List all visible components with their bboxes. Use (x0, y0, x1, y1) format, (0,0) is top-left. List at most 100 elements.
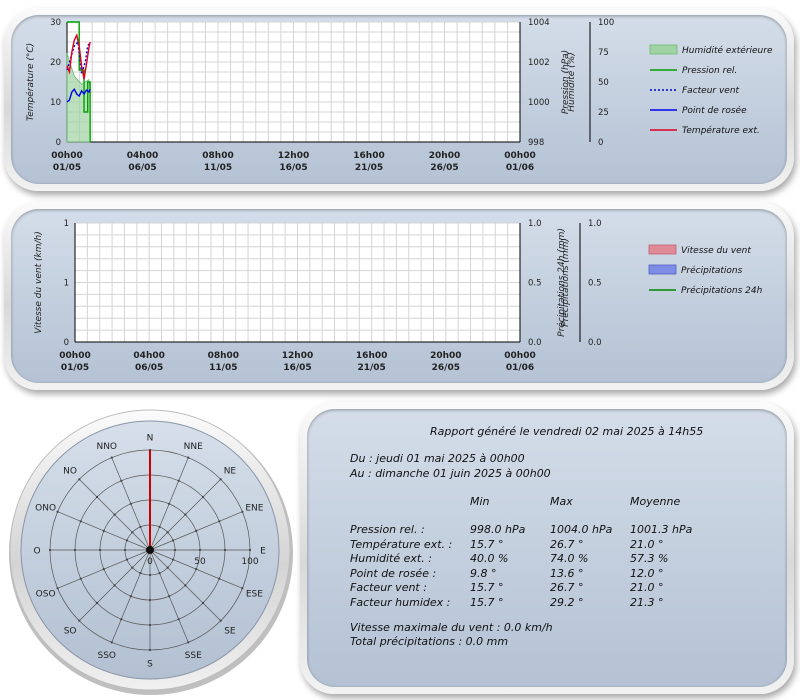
rose-dot (131, 566, 134, 569)
rose-direction-label: NO (63, 467, 77, 477)
rose-dot (98, 548, 102, 552)
report-header-avg: Moyenne (630, 495, 681, 508)
report-cell-min: 40.0 % (470, 552, 509, 565)
report-cell-max: 74.0 % (550, 552, 589, 565)
rose-dot (125, 558, 129, 561)
rose-dot (110, 641, 113, 644)
rose-dot (218, 577, 221, 580)
rose-direction-label: ONO (35, 503, 56, 513)
rose-dot (171, 539, 175, 542)
rose-dot (171, 558, 175, 561)
rose-direction-label: N (147, 434, 154, 444)
rose-dot (95, 601, 99, 605)
rose-direction-label: NNO (96, 442, 117, 452)
report-cell-label: Facteur humidex : (350, 595, 451, 609)
report-cell-avg: 12.0 ° (630, 566, 664, 580)
rose-direction-label: ENE (245, 503, 263, 513)
rose-ring (124, 524, 176, 576)
report-cell-label: Température ext. : (350, 537, 453, 551)
rose-radial-tick-label: 0 (147, 557, 153, 567)
rose-dot (148, 573, 152, 577)
rose-dot (187, 456, 190, 459)
rose-direction-label: SSO (97, 651, 116, 661)
rose-radial-tick-label: 100 (241, 557, 258, 567)
rose-direction-label: O (33, 547, 40, 557)
rose-dot (78, 619, 81, 622)
report-cell-avg: 21.3 ° (630, 595, 664, 609)
rose-dot (56, 510, 59, 513)
report-cell-label: Pression rel. : (350, 523, 425, 536)
rose-dot (195, 529, 198, 532)
wind-rain-panel (4, 202, 794, 390)
rose-spoke (149, 549, 189, 643)
rose-dot (79, 520, 82, 523)
report-cell-avg: 21.0 ° (630, 537, 664, 551)
rose-dot (48, 548, 52, 552)
rose-dot (120, 618, 123, 621)
report-cell-avg: 21.0 ° (630, 581, 664, 594)
rose-spoke (57, 549, 151, 589)
rose-dot (248, 548, 252, 552)
report-cell-max: 13.6 ° (550, 566, 584, 580)
rose-dot (129, 502, 132, 505)
rose-dot (148, 523, 152, 527)
rose-dot (123, 548, 127, 552)
rose-direction-label: NNE (184, 442, 203, 452)
rose-dot (173, 548, 177, 552)
report-cell-max: 26.7 ° (550, 537, 584, 551)
rose-dot (166, 566, 169, 569)
rose-dot (113, 513, 116, 516)
rose-dot (78, 478, 81, 481)
rose-dot (113, 584, 116, 587)
report-from: Du : jeudi 01 mai 2025 à 00h00 (350, 452, 525, 465)
report-header-min: Min (470, 495, 490, 508)
rose-ring (49, 449, 251, 651)
rose-dot (177, 618, 180, 621)
rose-direction-label: OSO (36, 590, 56, 600)
rose-ring (99, 499, 201, 601)
rose-center (146, 546, 154, 554)
rose-spoke (149, 511, 243, 551)
temperature-panel-background (11, 15, 787, 184)
rose-dot (184, 513, 187, 516)
rose-dot (158, 525, 161, 529)
rose-dot (241, 510, 244, 513)
report-cell-max: 26.7 ° (550, 581, 584, 594)
rose-spoke (111, 549, 151, 643)
rose-direction-label: SE (224, 626, 236, 636)
rose-dot (187, 641, 190, 644)
report-cell-label: Humidité ext. : (350, 552, 432, 565)
rose-dot (148, 623, 152, 627)
report-max-wind: Vitesse maximale du vent : 0.0 km/h (350, 621, 553, 634)
rose-dot (218, 520, 221, 523)
temperature-panel (4, 8, 794, 191)
report-header-max: Max (550, 495, 573, 508)
rose-face (20, 420, 280, 680)
report-cell-max: 1004.0 hPa (550, 523, 613, 536)
report-cell-min: 15.7 ° (470, 537, 504, 551)
rose-dot (148, 598, 152, 602)
rose-dot (223, 548, 227, 552)
rose-dot (120, 479, 123, 482)
rose-dot (148, 648, 152, 652)
rose-dot (219, 619, 222, 622)
rose-spoke (79, 479, 151, 551)
report-cell-min: 15.7 ° (470, 581, 504, 594)
report-cell-avg: 1001.3 hPa (630, 523, 693, 536)
rose-spoke (57, 511, 151, 551)
rose-radial-tick-label: 50 (194, 557, 206, 567)
rose-dot (148, 473, 152, 477)
report-cell-min: 15.7 ° (470, 595, 504, 609)
rose-dot (241, 587, 244, 590)
report-cell-max: 29.2 ° (550, 595, 584, 609)
rose-dot (139, 525, 142, 529)
rose-spoke (111, 457, 151, 551)
rose-dot (129, 595, 132, 598)
rose-dot (184, 584, 187, 587)
rose-direction-label: SSE (185, 651, 202, 661)
report-panel-background (307, 409, 787, 687)
rose-dot (177, 479, 180, 482)
report-cell-avg: 57.3 % (630, 552, 669, 565)
rose-dot (148, 498, 152, 502)
rose-direction-label: ESE (246, 590, 263, 600)
